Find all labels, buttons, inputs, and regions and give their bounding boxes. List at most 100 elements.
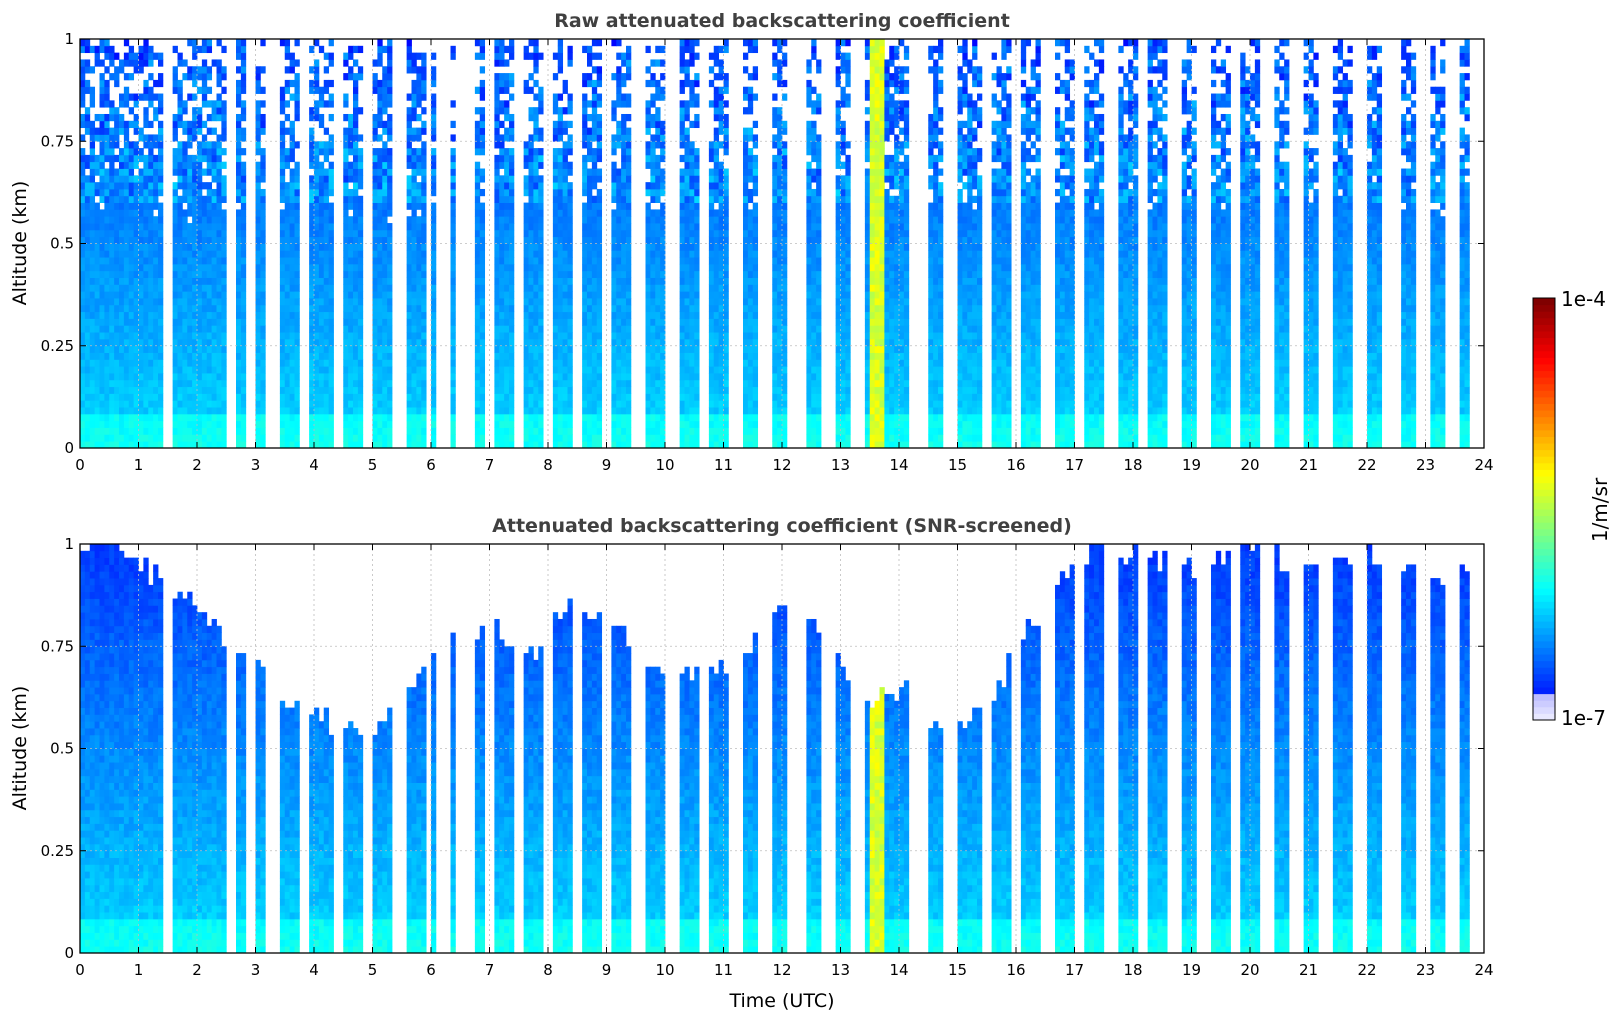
heat-cell: [782, 359, 788, 367]
heat-cell: [314, 386, 320, 394]
heat-cell: [431, 366, 437, 374]
heat-cell: [679, 39, 685, 47]
heat-cell: [567, 332, 573, 340]
heat-cell: [416, 229, 422, 238]
heat-cell: [143, 373, 149, 381]
heat-cell: [616, 216, 622, 224]
heat-cell: [89, 311, 96, 319]
heat-cell: [309, 154, 315, 163]
heat-cell: [372, 434, 378, 442]
heat-cell: [201, 332, 208, 340]
heat-cell: [533, 120, 539, 129]
heat-cell: [99, 291, 105, 299]
heat-cell: [284, 39, 291, 47]
heat-cell: [689, 318, 695, 326]
heat-cell: [587, 141, 593, 149]
heat-cell: [567, 195, 573, 203]
heat-cell: [499, 59, 505, 67]
heat-cell: [382, 168, 388, 176]
heat-cell: [626, 352, 632, 360]
heat-cell: [382, 413, 388, 422]
heat-cell: [236, 120, 242, 129]
heat-cell: [138, 148, 144, 156]
heat-cell: [406, 263, 412, 272]
heat-cell: [80, 209, 86, 217]
heat-cell: [421, 195, 427, 203]
heat-cell: [596, 209, 603, 217]
heat-cell: [192, 345, 198, 353]
heat-cell: [591, 113, 598, 122]
heat-cell: [450, 291, 456, 299]
heat-cell: [708, 441, 715, 449]
heat-cell: [143, 318, 149, 326]
heat-cell: [777, 373, 783, 381]
heat-cell: [621, 73, 627, 81]
heat-cell: [177, 59, 183, 67]
heat-cell: [177, 359, 183, 367]
heat-cell: [172, 318, 178, 326]
heat-cell: [494, 298, 500, 306]
heat-cell: [616, 263, 622, 272]
heat-cell: [406, 291, 412, 299]
heat-cell: [504, 134, 510, 142]
heat-cell: [406, 148, 412, 156]
heat-cell: [562, 366, 568, 374]
heat-cell: [353, 332, 359, 340]
heat-cell: [294, 441, 300, 449]
heat-cell: [114, 195, 120, 203]
heat-cell: [348, 52, 354, 60]
heat-cell: [684, 79, 690, 88]
heat-cell: [314, 154, 320, 163]
heat-cell: [562, 195, 568, 203]
heat-cell: [552, 107, 559, 115]
heat-cell: [650, 73, 656, 81]
heat-cell: [148, 59, 154, 67]
heat-cell: [372, 161, 378, 169]
heat-cell: [143, 332, 149, 340]
heat-cell: [782, 250, 788, 258]
heat-cell: [138, 434, 144, 442]
heat-cell: [216, 148, 222, 156]
heat-cell: [504, 420, 510, 428]
heat-cell: [411, 223, 417, 231]
heat-cell: [133, 318, 139, 326]
heat-cell: [387, 134, 393, 142]
heat-cell: [591, 298, 598, 306]
heat-cell: [143, 298, 149, 306]
heat-cell: [236, 154, 242, 163]
heat-cell: [504, 393, 510, 401]
heat-cell: [596, 413, 603, 422]
heat-cell: [650, 209, 656, 217]
heat-cell: [221, 257, 227, 265]
heat-cell: [153, 434, 159, 442]
heat-cell: [119, 188, 125, 197]
heat-cell: [314, 223, 320, 231]
heat-cell: [148, 195, 154, 203]
heat-cell: [260, 202, 266, 210]
heat-cell: [158, 52, 164, 60]
heat-cell: [133, 413, 139, 422]
heat-cell: [206, 434, 213, 442]
heat-cell: [187, 73, 193, 81]
heat-cell: [138, 413, 144, 422]
heat-cell: [474, 120, 481, 129]
heat-cell: [260, 188, 266, 197]
heat-cell: [177, 79, 183, 88]
heat-cell: [153, 325, 159, 333]
heat-cell: [596, 216, 603, 224]
heat-cell: [158, 175, 164, 183]
heat-cell: [94, 168, 100, 176]
heat-cell: [260, 420, 266, 428]
heat-cell: [645, 100, 651, 108]
heat-cell: [421, 223, 427, 231]
heat-cell: [538, 148, 544, 156]
heat-cell: [718, 93, 724, 101]
heat-cell: [587, 59, 593, 67]
heat-cell: [499, 100, 505, 108]
heat-cell: [123, 188, 130, 197]
heat-cell: [138, 304, 144, 313]
heat-cell: [172, 263, 178, 272]
heat-cell: [309, 373, 315, 381]
heat-cell: [713, 393, 720, 401]
heat-cell: [752, 209, 759, 217]
